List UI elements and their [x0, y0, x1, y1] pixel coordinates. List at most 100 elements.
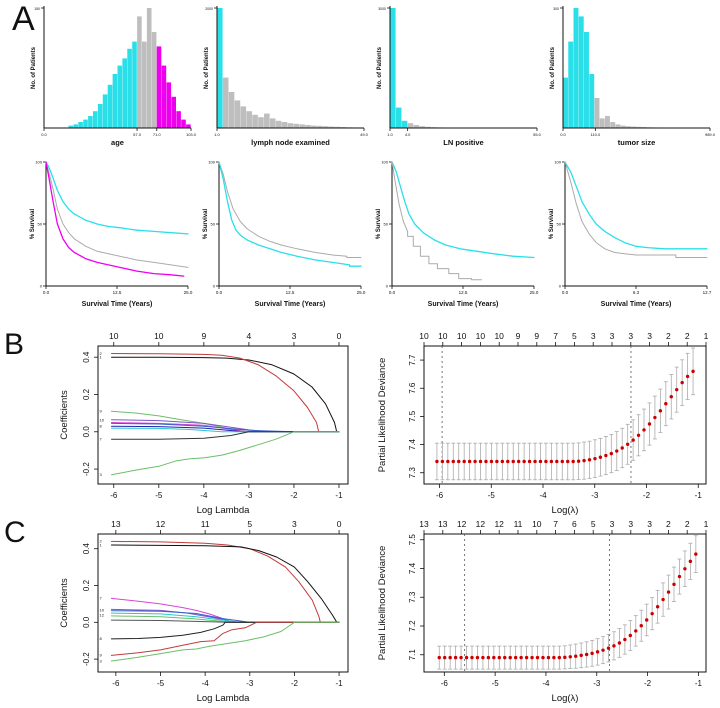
svg-text:7.4: 7.4: [408, 438, 417, 450]
svg-text:-6: -6: [110, 491, 118, 500]
svg-text:5: 5: [591, 519, 596, 529]
svg-text:Survival Time (Years): Survival Time (Years): [601, 301, 672, 308]
svg-text:-3: -3: [245, 491, 253, 500]
svg-text:0.0: 0.0: [41, 132, 47, 137]
svg-text:1: 1: [100, 354, 103, 359]
svg-text:50: 50: [211, 222, 216, 227]
svg-text:49.0: 49.0: [360, 132, 369, 137]
svg-text:10: 10: [457, 331, 467, 341]
svg-text:Partial Likelihood Deviance: Partial Likelihood Deviance: [377, 546, 388, 661]
svg-text:10: 10: [476, 331, 486, 341]
panel-c-label: C: [4, 516, 26, 549]
svg-text:9: 9: [516, 331, 521, 341]
svg-text:-5: -5: [155, 491, 163, 500]
svg-text:-1: -1: [695, 679, 703, 688]
svg-text:12.5: 12.5: [113, 290, 122, 295]
svg-text:-1: -1: [695, 491, 703, 500]
svg-text:0.0: 0.0: [560, 132, 566, 137]
svg-text:-1: -1: [336, 679, 344, 688]
panel-b-label: B: [4, 328, 25, 361]
svg-text:lymph node examined: lymph node examined: [251, 138, 330, 147]
svg-text:10: 10: [419, 331, 429, 341]
svg-text:0: 0: [337, 331, 342, 341]
svg-text:13: 13: [111, 519, 121, 529]
svg-text:300: 300: [553, 7, 559, 11]
svg-text:1: 1: [100, 542, 103, 547]
svg-text:55.0: 55.0: [533, 132, 542, 137]
svg-text:3: 3: [292, 519, 297, 529]
svg-text:12.5: 12.5: [286, 290, 295, 295]
svg-text:-2: -2: [644, 679, 652, 688]
svg-text:0.2: 0.2: [82, 579, 91, 591]
svg-text:age: age: [111, 138, 124, 147]
svg-text:11: 11: [514, 519, 523, 529]
svg-text:tumor size: tumor size: [618, 138, 656, 147]
svg-text:13: 13: [419, 519, 429, 529]
svg-text:-5: -5: [488, 491, 496, 500]
svg-text:100: 100: [35, 160, 42, 165]
svg-text:0.0: 0.0: [562, 290, 569, 295]
svg-text:2: 2: [100, 539, 103, 544]
chart-survival-ln-positive: 0 50 100 0.0 12.5 25.0 Survival Time (Years) % …: [374, 156, 542, 318]
svg-text:-3: -3: [591, 491, 599, 500]
svg-text:6.3: 6.3: [633, 290, 640, 295]
svg-text:7.6: 7.6: [408, 382, 417, 394]
svg-text:-6: -6: [436, 491, 444, 500]
svg-text:7.1: 7.1: [408, 649, 417, 661]
svg-text:No. of Patients: No. of Patients: [377, 46, 383, 89]
svg-text:2: 2: [666, 331, 671, 341]
svg-text:8: 8: [100, 636, 103, 641]
svg-text:12.7: 12.7: [703, 290, 712, 295]
chart-histogram-tumor-size: 300 0.0 110.0 989.0 tumor size No. of Patient…: [547, 2, 715, 154]
svg-text:10: 10: [494, 331, 504, 341]
svg-text:103.0: 103.0: [186, 132, 196, 137]
svg-text:0: 0: [40, 284, 43, 289]
svg-text:0.0: 0.0: [82, 426, 91, 438]
svg-text:0.0: 0.0: [389, 290, 396, 295]
svg-text:25.0: 25.0: [357, 290, 366, 295]
svg-text:9: 9: [100, 653, 103, 658]
chart-histogram-ln-positive: 3000 1.0 4.0 55.0 LN positive No. of Patients: [374, 2, 542, 154]
svg-text:0.4: 0.4: [82, 351, 91, 363]
svg-text:-2: -2: [290, 491, 298, 500]
svg-text:-4: -4: [202, 679, 210, 688]
svg-text:-4: -4: [542, 679, 550, 688]
svg-text:10: 10: [100, 608, 105, 613]
svg-text:% Survival: % Survival: [549, 208, 555, 239]
svg-text:3: 3: [610, 519, 615, 529]
svg-text:-3: -3: [593, 679, 601, 688]
svg-text:-0.2: -0.2: [82, 652, 91, 666]
svg-text:7.2: 7.2: [408, 620, 417, 632]
svg-text:50: 50: [38, 222, 43, 227]
panel-b-row: -6 10 -5 10 -4 9 -3 4 -2 3 -1 0 0.4 0.2 0.0 -0.2 2 1 9 10 8 7…: [56, 330, 714, 518]
svg-text:7.5: 7.5: [408, 410, 417, 422]
svg-text:6: 6: [572, 519, 577, 529]
svg-text:% Survival: % Survival: [376, 208, 382, 239]
svg-text:-5: -5: [492, 679, 500, 688]
svg-text:12.5: 12.5: [459, 290, 468, 295]
svg-text:% Survival: % Survival: [203, 208, 209, 239]
svg-text:1: 1: [704, 331, 709, 341]
svg-text:11: 11: [201, 519, 210, 529]
svg-text:0: 0: [337, 519, 342, 529]
svg-text:110.0: 110.0: [590, 132, 600, 137]
svg-text:5: 5: [572, 331, 577, 341]
svg-text:1.0: 1.0: [387, 132, 393, 137]
svg-text:2: 2: [685, 519, 690, 529]
svg-text:7.7: 7.7: [408, 354, 417, 366]
svg-text:7.4: 7.4: [408, 562, 417, 574]
svg-text:-0.2: -0.2: [82, 462, 91, 476]
svg-text:3: 3: [628, 331, 633, 341]
svg-text:0: 0: [559, 284, 562, 289]
svg-text:2: 2: [685, 331, 690, 341]
svg-text:10: 10: [109, 331, 119, 341]
svg-text:-2: -2: [291, 679, 299, 688]
svg-text:3: 3: [100, 472, 103, 477]
histogram-row: 150 0.0 57.0 71.0 103.0 age No. of Patients 20…: [28, 2, 715, 154]
svg-text:Survival Time (Years): Survival Time (Years): [82, 301, 153, 308]
svg-text:2: 2: [100, 351, 103, 356]
svg-text:3: 3: [610, 331, 615, 341]
svg-text:No. of Patients: No. of Patients: [31, 46, 37, 89]
svg-text:25.0: 25.0: [530, 290, 539, 295]
